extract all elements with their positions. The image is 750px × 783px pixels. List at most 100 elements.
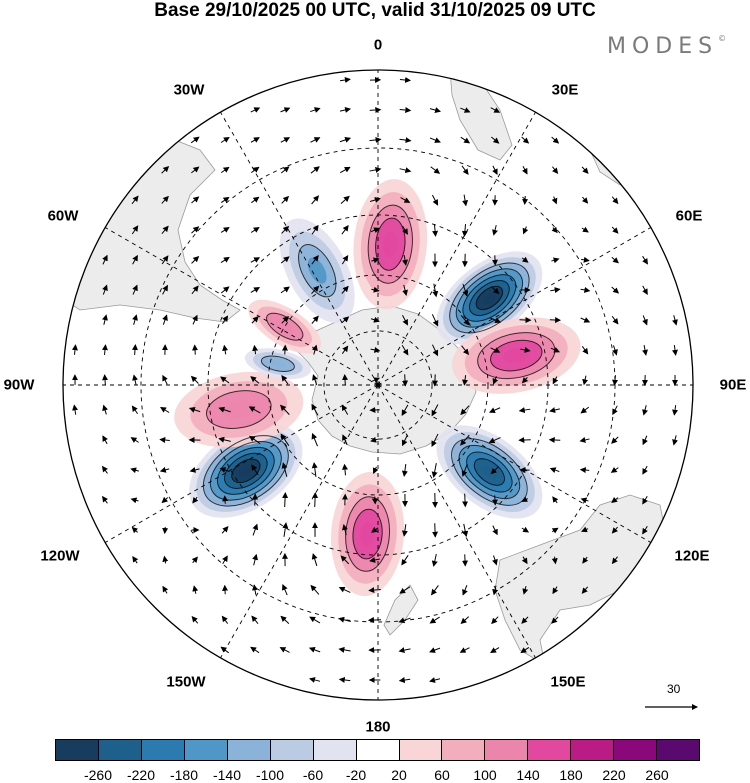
colorbar-tick-label: -20 — [345, 767, 367, 783]
wind-vector — [642, 405, 648, 416]
wind-vector — [399, 167, 412, 174]
wind-vector — [399, 586, 411, 594]
wind-vector — [219, 467, 230, 473]
anomaly-contour-line — [458, 444, 521, 500]
wind-vector — [522, 586, 529, 595]
label-lon-90e: 90E — [719, 376, 747, 394]
wind-vector — [399, 107, 412, 114]
wind-vector — [221, 196, 230, 203]
wind-vector — [552, 166, 559, 175]
wind-vector — [191, 196, 200, 204]
wind-vector — [311, 255, 319, 265]
wind-vector — [490, 347, 501, 353]
wind-vector — [401, 524, 408, 537]
anomaly-contour-group — [451, 438, 528, 506]
wind-vector — [521, 556, 528, 565]
wind-vector — [551, 257, 560, 264]
wind-vector — [402, 374, 409, 387]
wind-vector — [462, 585, 468, 596]
wind-vector — [342, 374, 348, 386]
anomaly-contour-group — [367, 204, 413, 284]
colorbar-tick-label: 140 — [516, 767, 540, 783]
wind-vector — [612, 405, 618, 416]
wind-vector — [281, 316, 289, 324]
wind-vector — [431, 463, 438, 478]
wind-vector — [309, 616, 321, 624]
wind-vector — [132, 314, 138, 325]
wind-vector — [311, 403, 319, 416]
wind-vector — [188, 407, 201, 413]
wind-vector — [102, 435, 108, 445]
wind-vector — [161, 225, 169, 234]
wind-vector — [460, 405, 470, 416]
wind-vector — [102, 344, 108, 355]
wind-vector — [431, 404, 439, 417]
wind-vector — [549, 407, 560, 413]
wind-vector — [369, 106, 382, 113]
anomaly-contour-line — [449, 262, 530, 334]
wind-vector — [281, 195, 290, 204]
colorbar-tick-label: 180 — [559, 767, 583, 783]
wind-vector — [162, 585, 169, 594]
wind-vector — [430, 585, 439, 596]
wind-vector — [550, 347, 560, 353]
wind-vector — [548, 436, 561, 443]
wind-vector — [611, 556, 618, 565]
wind-vector — [612, 345, 618, 356]
colorbar-swatch — [485, 740, 529, 760]
wind-vector — [368, 587, 381, 594]
wind-vector — [642, 496, 648, 505]
wind-vector — [312, 492, 319, 508]
wind-vector — [429, 616, 440, 624]
wind-vector — [520, 647, 530, 654]
colorbar-tick-label: 260 — [645, 767, 669, 783]
wind-vector — [522, 195, 529, 205]
wind-vector — [672, 315, 678, 326]
wind-vector — [581, 586, 589, 594]
wind-vector — [579, 467, 590, 474]
wind-vector — [250, 646, 260, 654]
colorbar-swatch — [442, 740, 486, 760]
wind-vector — [401, 404, 409, 416]
wind-vector — [250, 166, 260, 174]
wind-vector — [311, 462, 318, 478]
wind-vector — [492, 555, 498, 566]
wind-vector — [491, 286, 500, 295]
wind-vector — [192, 585, 199, 594]
wind-vector — [491, 616, 499, 625]
wind-vector — [161, 166, 170, 174]
wind-vector — [280, 256, 290, 264]
wind-vector — [462, 375, 468, 386]
wind-vector — [338, 616, 351, 623]
wind-vector — [521, 376, 529, 384]
colorbar-swatch — [614, 740, 658, 760]
wind-vector — [611, 315, 619, 325]
wind-vector — [491, 136, 500, 144]
anomaly-feature — [248, 299, 322, 354]
wind-vector — [310, 107, 321, 113]
wind-vector — [102, 404, 108, 415]
wind-vector — [398, 647, 411, 654]
wind-vector — [339, 137, 352, 143]
wind-vector — [281, 462, 288, 477]
wind-vector — [280, 433, 290, 446]
wind-vector — [521, 616, 529, 624]
wind-vector — [250, 137, 260, 143]
colorbar-swatch — [270, 740, 314, 760]
label-lon-180: 180 — [365, 718, 391, 736]
wind-vector — [462, 523, 469, 538]
wind-vector — [518, 407, 531, 414]
anomaly-contour-line — [231, 458, 261, 484]
wind-vector — [579, 437, 590, 443]
wind-vector — [282, 492, 289, 508]
anomaly-contour-line — [260, 355, 295, 372]
anomaly-feature — [451, 317, 581, 394]
wind-vector — [462, 194, 469, 207]
wind-vector — [252, 344, 259, 355]
wind-vector — [520, 346, 531, 353]
wind-vector — [220, 136, 230, 143]
colorbar-tick-label: 20 — [391, 767, 407, 783]
wind-vector — [72, 344, 78, 355]
colorbar-tick-label: -220 — [126, 767, 156, 783]
wind-vector — [250, 287, 261, 293]
